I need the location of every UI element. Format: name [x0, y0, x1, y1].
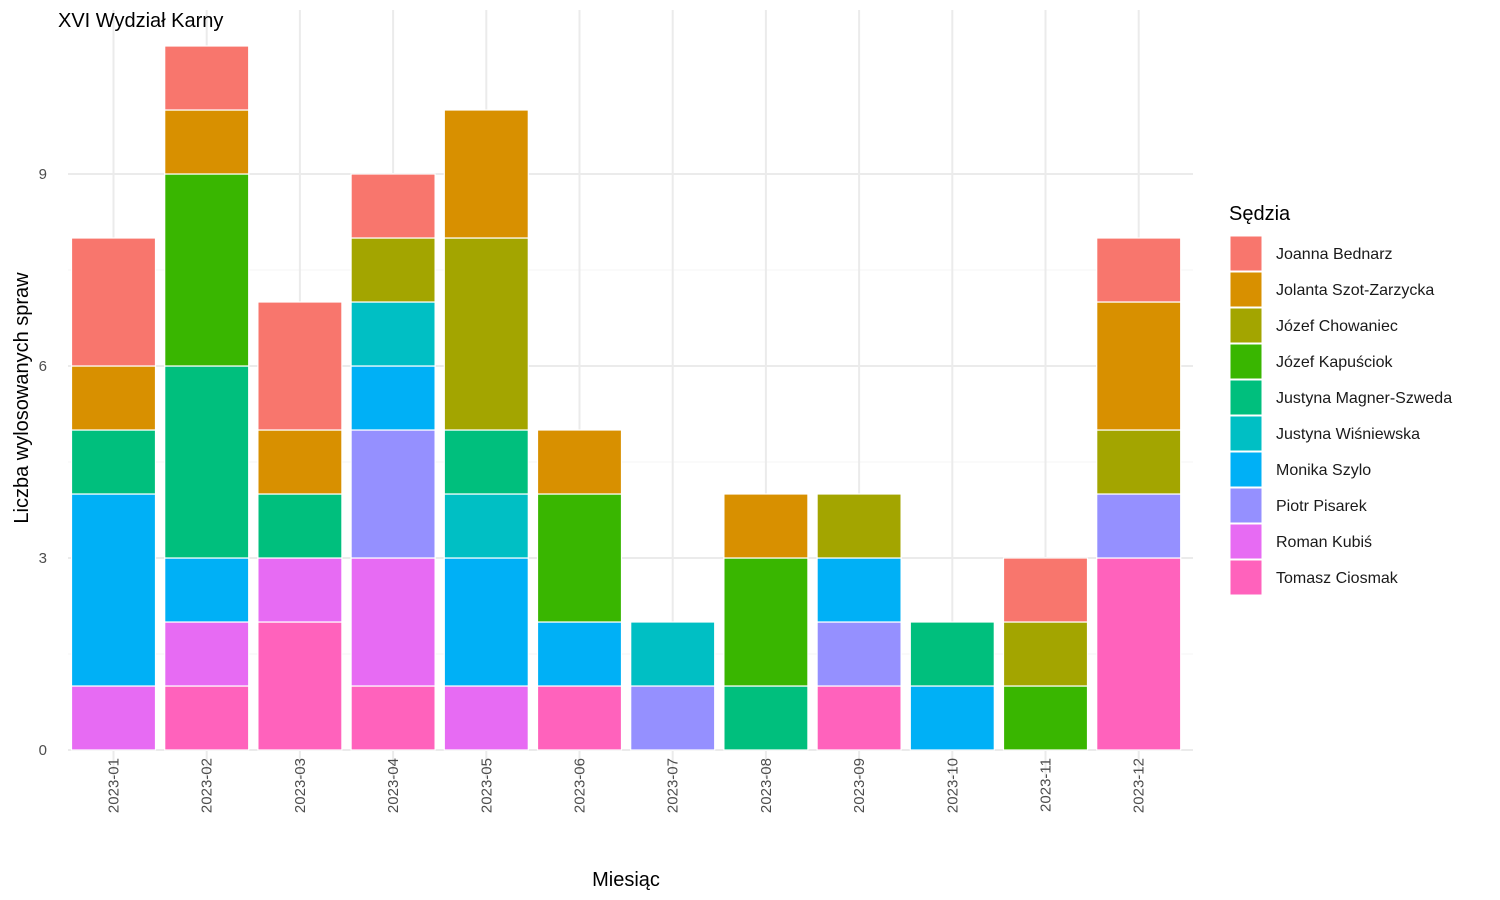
legend-label: Monika Szylo	[1276, 462, 1371, 479]
bar-segment	[536, 429, 623, 495]
bar-segment	[630, 685, 716, 751]
x-tick-label: 2023-05	[478, 758, 495, 813]
legend-key	[1229, 343, 1263, 380]
y-tick-label: 9	[39, 166, 47, 183]
y-tick-label: 0	[39, 742, 47, 759]
bar-segment	[350, 301, 436, 367]
y-tick-label: 6	[39, 358, 47, 375]
bar-segment	[536, 685, 623, 751]
bar-segment	[723, 493, 809, 559]
legend-key	[1229, 307, 1263, 344]
bar-segment	[164, 557, 250, 623]
bar-segment	[443, 493, 529, 559]
bar-segment	[1002, 685, 1089, 751]
bar-segment	[70, 237, 157, 367]
legend: Sędzia Joanna Bednarz Jolanta Szot-Zarzyc…	[1229, 203, 1452, 596]
bar-segment	[909, 621, 995, 687]
bar-segment	[257, 429, 343, 495]
legend-key	[1229, 271, 1263, 308]
bar-segment	[70, 365, 157, 431]
bar-segment	[1002, 621, 1089, 687]
bar-segment	[164, 621, 250, 687]
bar-segment	[909, 685, 995, 751]
bar-segment	[350, 429, 436, 559]
bar-segment	[443, 237, 529, 431]
bar-segment	[164, 173, 250, 367]
legend-label: Justyna Magner-Szweda	[1276, 390, 1452, 407]
bar-segment	[350, 685, 436, 751]
bar-segment	[536, 493, 623, 623]
bar-segment	[350, 365, 436, 431]
legend-key	[1229, 415, 1263, 452]
bar-segment	[257, 493, 343, 559]
legend-key	[1229, 487, 1263, 524]
bar-segment	[816, 685, 902, 751]
legend-label: Joanna Bednarz	[1276, 246, 1393, 263]
x-tick-label: 2023-09	[851, 758, 868, 813]
bar-segment	[350, 237, 436, 303]
bar-segment	[630, 621, 716, 687]
bar-segment	[536, 621, 623, 687]
bar-segment	[1096, 301, 1182, 431]
bar-segment	[1096, 493, 1182, 559]
x-tick-label: 2023-06	[572, 758, 589, 813]
bar-segment	[443, 429, 529, 495]
y-tick-label: 3	[39, 550, 47, 567]
legend-key	[1229, 235, 1263, 272]
bar-segment	[257, 301, 343, 431]
bar-segment	[350, 173, 436, 239]
x-tick-label: 2023-01	[106, 758, 123, 813]
legend-label: Józef Chowaniec	[1276, 318, 1398, 335]
bar-segment	[164, 109, 250, 175]
legend-label: Justyna Wiśniewska	[1276, 426, 1420, 443]
legend-key	[1229, 559, 1263, 596]
legend-key	[1229, 379, 1263, 416]
bar-segment	[70, 685, 157, 751]
y-axis-title: Liczba wylosowanych spraw	[11, 272, 33, 524]
legend-label: Tomasz Ciosmak	[1276, 570, 1399, 587]
bar-segment	[816, 621, 902, 687]
legend-label: Jolanta Szot-Zarzycka	[1276, 282, 1434, 299]
bar-segment	[164, 685, 250, 751]
x-axis-ticks: 2023-01 2023-02 2023-03 2023-04 2023-05 2023-…	[106, 758, 1148, 813]
x-tick-label: 2023-08	[758, 758, 775, 813]
bar-segment	[1096, 429, 1182, 495]
legend-label: Piotr Pisarek	[1276, 498, 1368, 515]
legend-title: Sędzia	[1229, 203, 1291, 225]
x-tick-label: 2023-03	[292, 758, 309, 813]
bar-segment	[70, 493, 157, 687]
x-tick-label: 2023-07	[665, 758, 682, 813]
y-axis-ticks: 0 3 6 9	[39, 166, 47, 759]
legend-key	[1229, 523, 1263, 560]
bar-segment	[164, 45, 250, 111]
bar-segment	[1002, 557, 1089, 623]
legend-label: Józef Kapuściok	[1276, 354, 1394, 371]
x-tick-label: 2023-11	[1038, 758, 1055, 812]
bar-segment	[1096, 237, 1182, 303]
legend-key	[1229, 451, 1263, 488]
bar-segment	[1096, 557, 1182, 751]
legend-label: Roman Kubiś	[1276, 534, 1372, 551]
bar-segment	[70, 429, 157, 495]
bar-segment	[257, 621, 343, 751]
chart-title: XVI Wydział Karny	[58, 10, 223, 32]
bar-segment	[723, 685, 809, 751]
x-axis-title: Miesiąc	[592, 869, 660, 891]
bar-segment	[816, 557, 902, 623]
bar-segment	[723, 557, 809, 687]
bar-segment	[350, 557, 436, 687]
x-tick-label: 2023-02	[199, 758, 216, 813]
bar-segment	[816, 493, 902, 559]
bar-segment	[443, 557, 529, 687]
x-tick-label: 2023-12	[1131, 758, 1148, 813]
bar-segment	[443, 685, 529, 751]
bar-segment	[257, 557, 343, 623]
x-tick-label: 2023-04	[385, 758, 402, 813]
bar-segment	[164, 365, 250, 559]
bars	[70, 45, 1182, 751]
bar-segment	[443, 109, 529, 239]
x-tick-label: 2023-10	[944, 758, 961, 813]
